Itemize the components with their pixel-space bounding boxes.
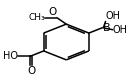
Text: HO: HO bbox=[3, 51, 18, 61]
Text: O: O bbox=[48, 7, 56, 17]
Text: OH: OH bbox=[106, 11, 121, 21]
Text: CH₃: CH₃ bbox=[28, 13, 45, 22]
Text: B: B bbox=[103, 23, 110, 33]
Text: OH: OH bbox=[113, 25, 128, 35]
Text: O: O bbox=[27, 66, 35, 76]
